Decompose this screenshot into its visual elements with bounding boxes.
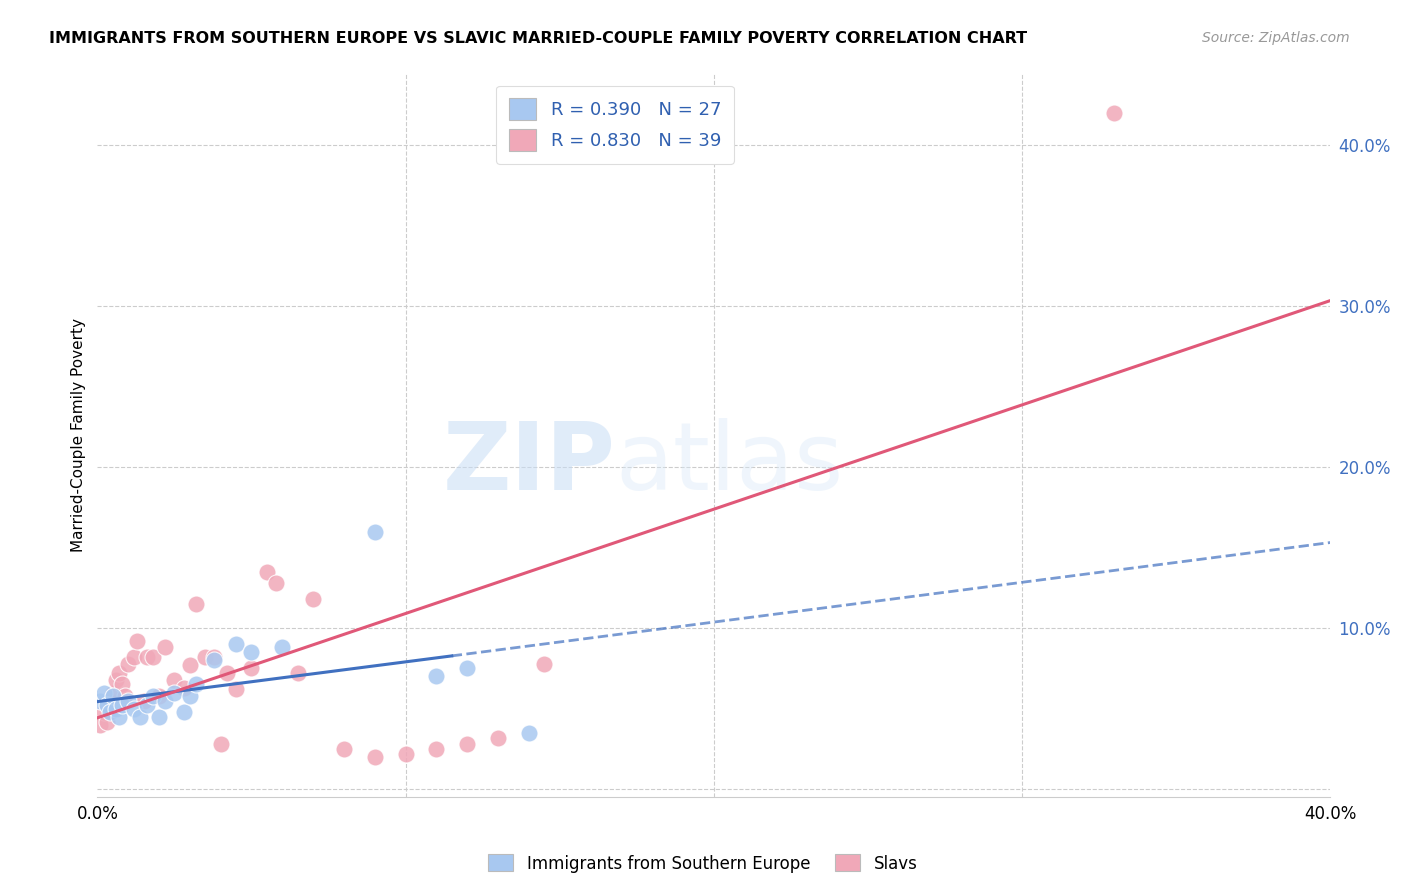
Point	[204, 653, 226, 667]
Point	[135, 698, 157, 713]
Point	[364, 524, 387, 539]
Point	[98, 705, 121, 719]
Point	[93, 705, 115, 719]
Point	[364, 750, 387, 764]
Point	[93, 685, 115, 699]
Point	[179, 658, 201, 673]
Point	[104, 673, 127, 687]
Point	[394, 747, 416, 761]
Point	[256, 565, 278, 579]
Point	[96, 698, 118, 713]
Point	[104, 701, 127, 715]
Point	[333, 742, 356, 756]
Point	[101, 689, 124, 703]
Point	[108, 709, 131, 723]
Point	[456, 661, 478, 675]
Point	[302, 592, 325, 607]
Point	[163, 685, 186, 699]
Point	[111, 677, 134, 691]
Point	[135, 650, 157, 665]
Point	[225, 637, 247, 651]
Point	[96, 714, 118, 729]
Point	[124, 701, 146, 715]
Point	[486, 731, 509, 745]
Point	[129, 709, 152, 723]
Point	[264, 576, 287, 591]
Point	[173, 705, 195, 719]
Point	[148, 709, 170, 723]
Point	[117, 657, 139, 671]
Point	[101, 685, 124, 699]
Point	[209, 737, 232, 751]
Point	[184, 677, 207, 691]
Point	[215, 666, 238, 681]
Legend: Immigrants from Southern Europe, Slavs: Immigrants from Southern Europe, Slavs	[482, 847, 924, 880]
Text: atlas: atlas	[616, 418, 844, 510]
Point	[163, 673, 186, 687]
Point	[127, 634, 149, 648]
Point	[179, 689, 201, 703]
Point	[153, 640, 176, 655]
Text: Source: ZipAtlas.com: Source: ZipAtlas.com	[1202, 31, 1350, 45]
Point	[517, 725, 540, 739]
Point	[533, 657, 555, 671]
Point	[98, 693, 121, 707]
Point	[456, 737, 478, 751]
Point	[173, 681, 195, 695]
Point	[142, 650, 165, 665]
Point	[204, 650, 226, 665]
Point	[89, 717, 111, 731]
Point	[271, 640, 294, 655]
Point	[114, 689, 136, 703]
Text: ZIP: ZIP	[443, 418, 616, 510]
Point	[111, 698, 134, 713]
Point	[142, 689, 165, 703]
Point	[225, 682, 247, 697]
Point	[117, 693, 139, 707]
Y-axis label: Married-Couple Family Poverty: Married-Couple Family Poverty	[72, 318, 86, 552]
Point	[194, 650, 217, 665]
Point	[153, 693, 176, 707]
Point	[148, 689, 170, 703]
Point	[425, 742, 447, 756]
Point	[1104, 106, 1126, 120]
Point	[240, 645, 263, 659]
Point	[184, 597, 207, 611]
Point	[89, 693, 111, 707]
Point	[287, 666, 309, 681]
Text: IMMIGRANTS FROM SOUTHERN EUROPE VS SLAVIC MARRIED-COUPLE FAMILY POVERTY CORRELAT: IMMIGRANTS FROM SOUTHERN EUROPE VS SLAVI…	[49, 31, 1028, 46]
Legend: R = 0.390   N = 27, R = 0.830   N = 39: R = 0.390 N = 27, R = 0.830 N = 39	[496, 86, 734, 164]
Point	[108, 666, 131, 681]
Point	[425, 669, 447, 683]
Point	[132, 693, 155, 707]
Point	[124, 650, 146, 665]
Point	[240, 661, 263, 675]
